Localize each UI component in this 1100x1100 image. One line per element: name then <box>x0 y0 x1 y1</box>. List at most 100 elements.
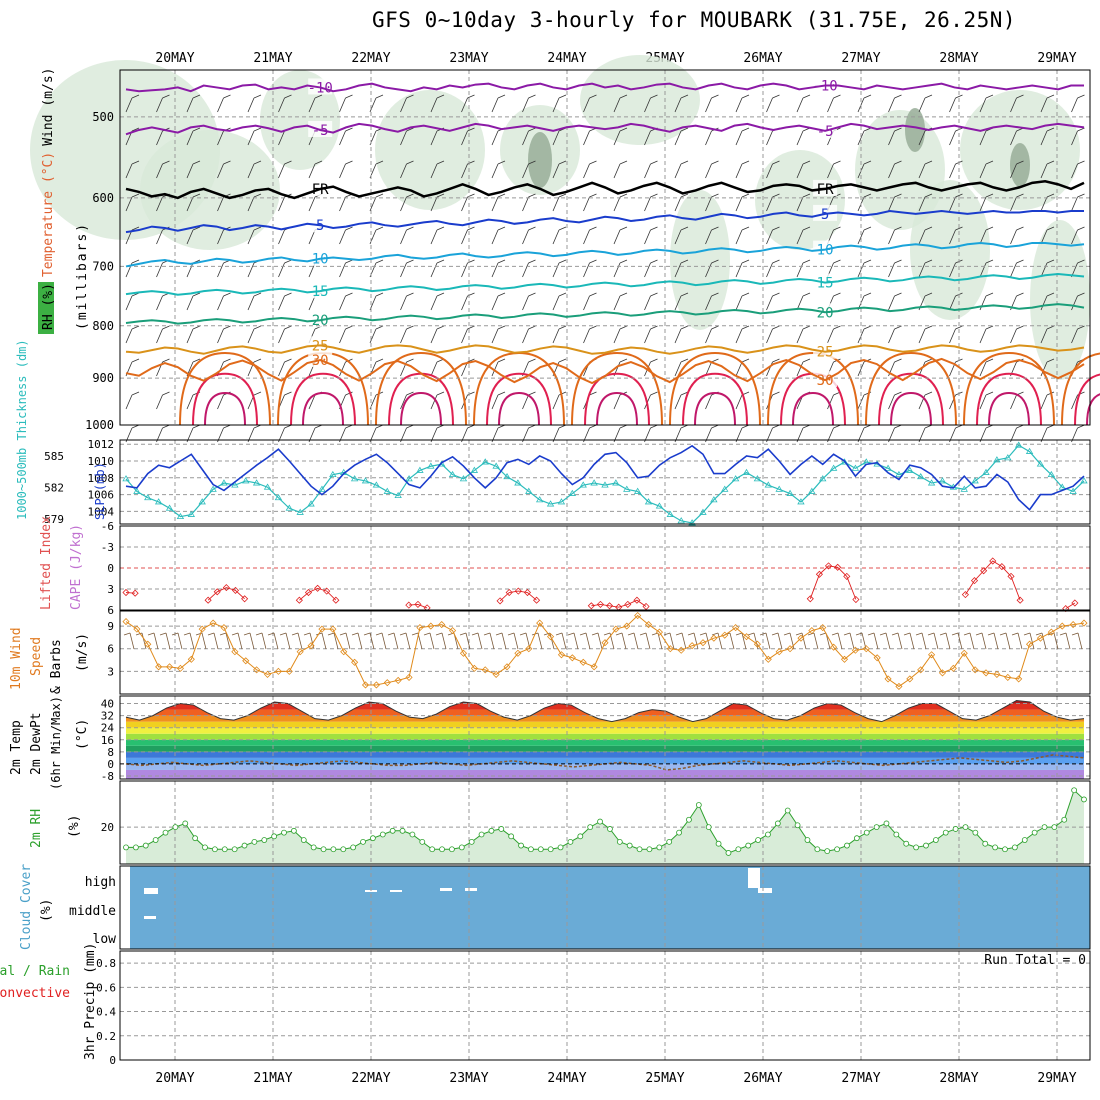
rh-line-point <box>508 833 515 840</box>
wind-speed-line-point <box>612 625 620 633</box>
temp-isotherm-lobe <box>596 391 638 426</box>
thickness-line-point <box>808 487 816 494</box>
wind-label-1: 10m Wind <box>9 627 24 690</box>
run-total-label: Run Total = 0 <box>984 953 1086 968</box>
wind-barb <box>186 160 201 179</box>
rh-line-point <box>1071 787 1078 794</box>
wind-barb <box>735 193 750 212</box>
wind-barb <box>125 391 140 410</box>
wind-barb <box>999 632 1011 650</box>
wind-speed-line-point <box>122 617 130 626</box>
wind-barb <box>400 424 414 443</box>
wind-barb <box>796 292 811 311</box>
temp-isotherm-lobe <box>192 372 258 426</box>
wind-speed-line-point <box>547 633 555 641</box>
wind-barb <box>430 160 445 179</box>
wind-barb <box>583 127 597 146</box>
thickness-line-point <box>470 466 479 473</box>
rh-line-point <box>241 842 248 849</box>
wind-speed-line-point <box>492 670 500 678</box>
wind-speed-line-point <box>568 654 576 662</box>
wind-barb <box>675 632 687 650</box>
wind-unit-label: (m/s) <box>75 633 90 672</box>
temp-isotherm-lobe <box>1074 373 1100 426</box>
date-label-top: 24MAY <box>547 51 586 66</box>
lifted-index-line-point <box>323 587 331 595</box>
wind-barb <box>123 632 135 650</box>
temp-label-2: 2m DewPt <box>29 712 44 775</box>
wind-speed-line-point <box>405 673 413 681</box>
rh-line-point <box>834 846 840 853</box>
rh-shading-dense <box>1010 143 1030 187</box>
wind-barb <box>207 632 219 650</box>
date-label-bottom: 29MAY <box>1037 1071 1076 1086</box>
wind-barb <box>522 424 536 443</box>
temp-isotherm-lobe <box>290 372 356 426</box>
rh-line-point <box>152 837 159 843</box>
rh-line-point <box>755 837 761 843</box>
lifted-index-line-point <box>304 588 313 597</box>
wind-barb <box>583 424 597 443</box>
wind-barb <box>1071 226 1085 245</box>
wind-barb <box>278 292 292 311</box>
wind-speed-line-point <box>797 634 805 642</box>
wind-barb <box>279 632 291 650</box>
wind-barb <box>888 391 902 410</box>
wind-barb <box>219 632 231 650</box>
isotherm-15 <box>125 272 1085 296</box>
rh-line-point <box>221 846 228 853</box>
wind-barb <box>147 632 159 650</box>
wind-barb <box>1071 424 1085 443</box>
lifted-index-line-point <box>523 588 532 597</box>
rh-line-point <box>646 846 653 853</box>
wind-barb <box>1040 259 1055 278</box>
wind-barb <box>552 325 567 344</box>
wind-barb <box>807 632 819 650</box>
temp-isotherm-lobe <box>878 372 944 426</box>
thickness-line-point <box>590 479 598 486</box>
wind-barb <box>888 127 902 146</box>
wind-barb <box>491 325 506 344</box>
thickness-line-point <box>503 472 511 480</box>
isotherm-10 <box>125 241 1085 268</box>
wind-barb <box>949 226 963 245</box>
date-label-top: 21MAY <box>253 51 292 66</box>
pressure-tick: 900 <box>92 371 114 385</box>
wind-barb <box>552 160 567 179</box>
wind-barb <box>979 193 994 212</box>
wind-barb <box>125 160 140 179</box>
rh-line-point <box>715 840 722 847</box>
wind-barb <box>766 259 780 278</box>
wind-speed-line-point <box>993 670 1001 678</box>
thickness-line-point <box>176 512 185 520</box>
rh-line-point <box>468 838 475 845</box>
wind-barb <box>1040 127 1055 146</box>
wind-barb <box>735 259 750 278</box>
rh-line-point <box>518 842 524 849</box>
thickness-line-point <box>122 475 130 482</box>
wind-barb <box>278 160 292 179</box>
wind-barb <box>278 259 292 278</box>
rh-line-point <box>735 846 742 853</box>
rh-line-point <box>686 816 692 823</box>
wind-barb <box>430 358 445 377</box>
lifted-index-line-point <box>314 584 322 592</box>
wind-speed-line-point <box>742 633 751 641</box>
wind-barb <box>603 632 615 650</box>
wind-barb <box>796 424 811 443</box>
thickness-line-point <box>982 468 990 475</box>
thickness-line-point <box>971 477 979 484</box>
wind-speed-line-point <box>372 681 380 689</box>
rh-shading <box>260 70 340 170</box>
wind-barb <box>903 632 915 650</box>
wind-barb <box>247 325 262 344</box>
wind-barb <box>613 160 628 179</box>
wind-barb <box>447 632 459 650</box>
temp-isotherm-lobe <box>1061 352 1100 426</box>
wind-speed-line-point <box>340 648 348 656</box>
wind-barb <box>231 632 243 650</box>
rh-line-point <box>271 833 278 840</box>
wind-barb <box>735 292 750 311</box>
wind-barb <box>644 226 658 245</box>
temp-tick: 8 <box>107 746 114 759</box>
